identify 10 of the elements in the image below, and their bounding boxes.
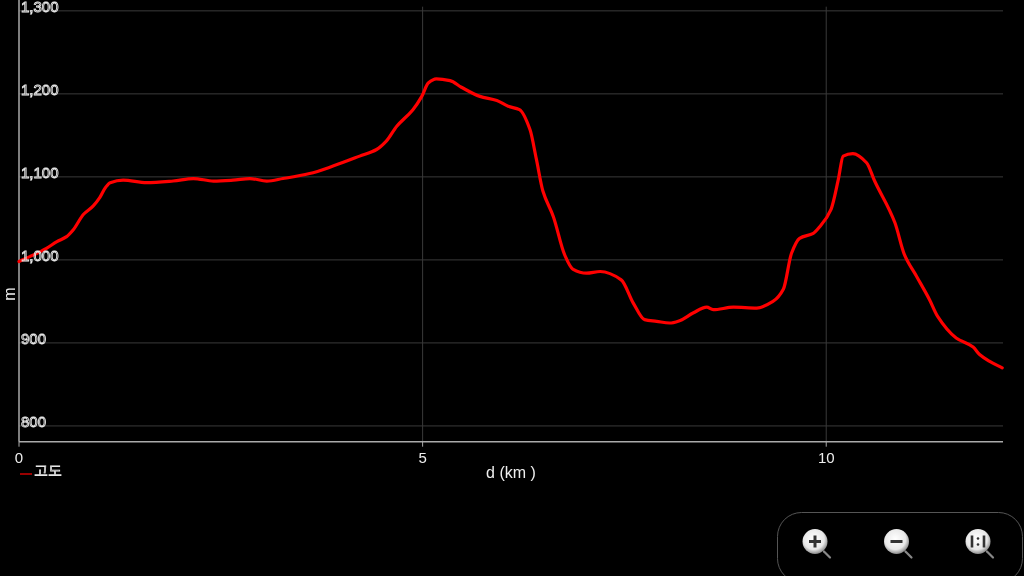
y-tick-label: 1,200 bbox=[21, 80, 59, 98]
y-axis-title: m bbox=[1, 287, 18, 301]
y-tick-label: 800 bbox=[21, 412, 47, 430]
y-tick-label: 1,100 bbox=[21, 163, 59, 181]
y-tick-label: 1,300 bbox=[21, 0, 59, 15]
x-tick-label: 10 bbox=[817, 449, 835, 466]
x-axis-title: d (km ) bbox=[486, 464, 536, 481]
legend-label: 고도 bbox=[34, 462, 62, 478]
y-tick-label: 900 bbox=[21, 329, 47, 347]
x-tick-label: 5 bbox=[418, 449, 427, 466]
